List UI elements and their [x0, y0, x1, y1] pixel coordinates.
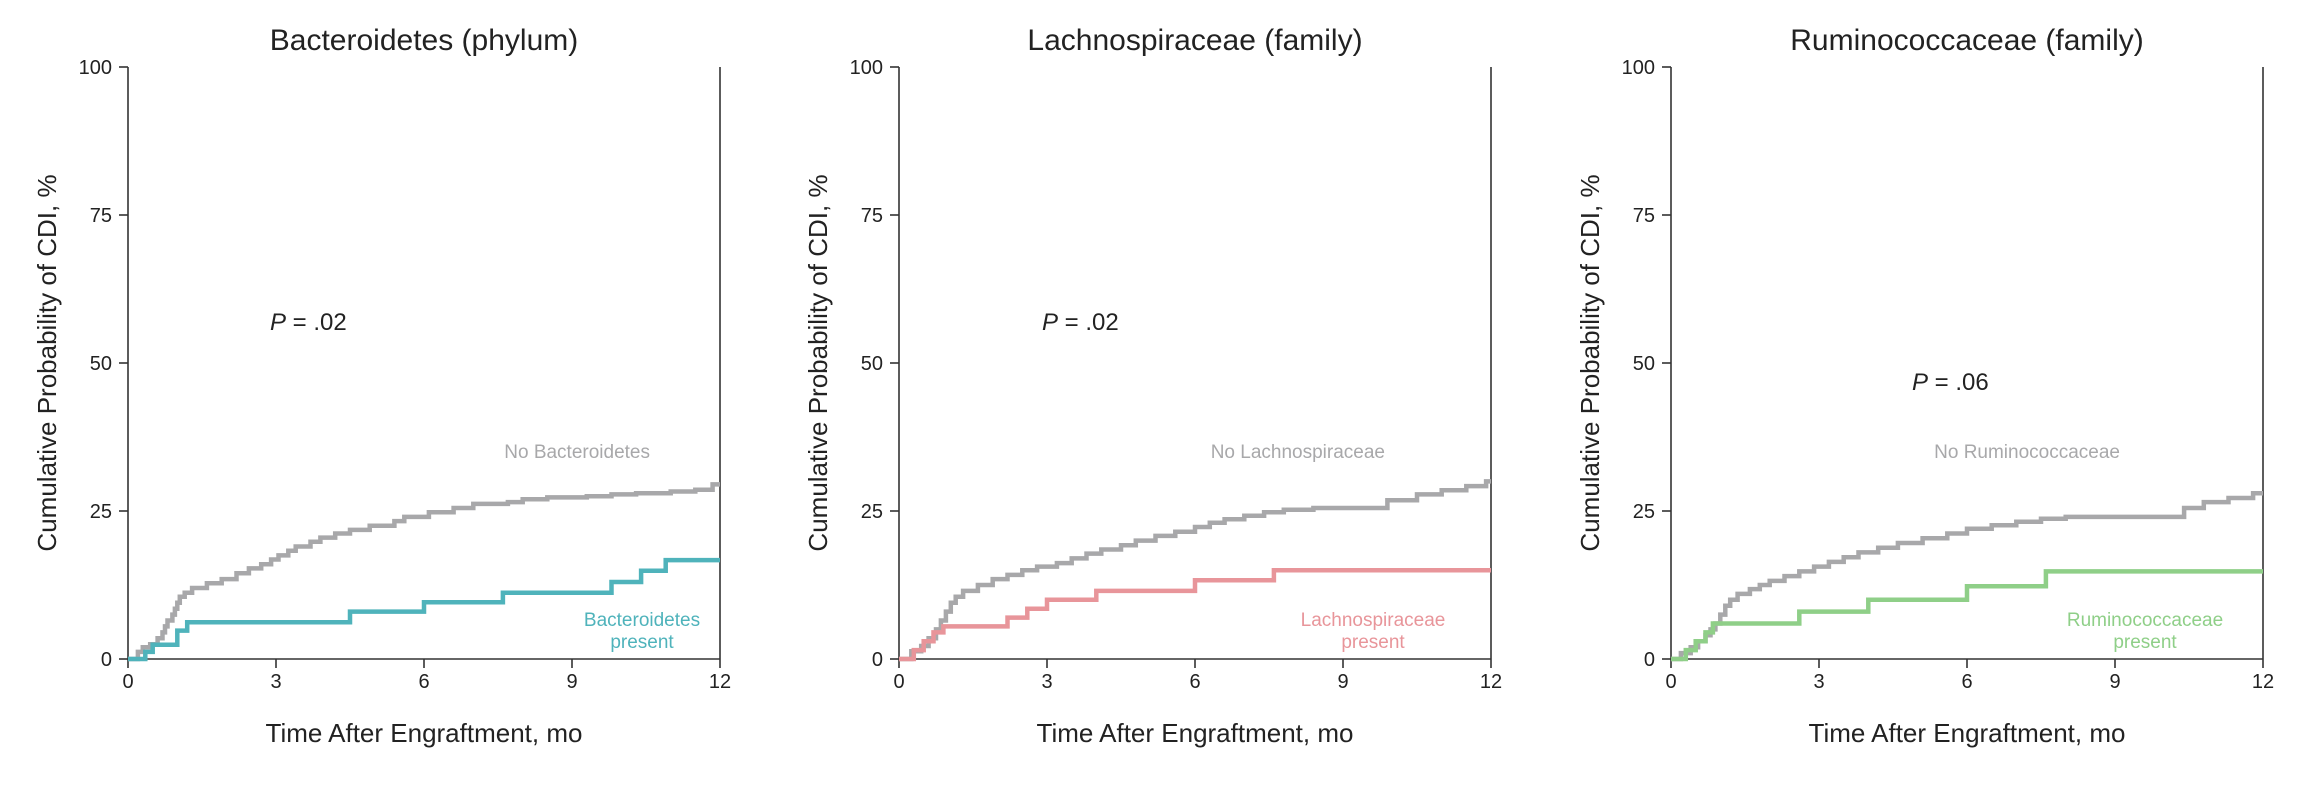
- x-tick-label: 12: [709, 671, 731, 693]
- y-tick-label: 100: [1622, 57, 1655, 79]
- y-tick-label: 0: [101, 649, 112, 671]
- p-value-annotation: P = .02: [1042, 309, 1119, 336]
- y-tick-label: 25: [90, 501, 112, 523]
- series-line-present: [1671, 569, 2263, 662]
- y-axis-label: Cumulative Probability of CDI, %: [1575, 174, 1605, 551]
- x-axis-label: Time After Engraftment, mo: [1809, 718, 2126, 748]
- y-tick-label: 100: [79, 57, 112, 79]
- y-tick-label: 75: [1633, 205, 1655, 227]
- series-label-present: present: [2113, 632, 2177, 653]
- p-value-annotation: P = .06: [1912, 369, 1989, 396]
- x-tick-label: 0: [893, 671, 904, 693]
- series-line-absent: [128, 482, 720, 662]
- x-tick-label: 0: [1665, 671, 1676, 693]
- x-tick-label: 0: [122, 671, 133, 693]
- series-label-present: Lachnospiraceae: [1301, 610, 1446, 631]
- chart-title: Bacteroidetes (phylum): [270, 24, 578, 57]
- y-tick-label: 25: [861, 501, 883, 523]
- series-line-absent: [899, 479, 1491, 662]
- y-tick-label: 100: [850, 57, 883, 79]
- series-label-absent: No Bacteroidetes: [504, 442, 650, 463]
- y-tick-label: 50: [861, 353, 883, 375]
- x-tick-label: 9: [2109, 671, 2120, 693]
- series-label-absent: No Lachnospiraceae: [1211, 442, 1385, 463]
- series-label-present: Ruminococcaceae: [2067, 610, 2223, 631]
- x-tick-label: 3: [1041, 671, 1052, 693]
- y-tick-label: 25: [1633, 501, 1655, 523]
- y-tick-label: 50: [1633, 353, 1655, 375]
- series-label-absent: No Ruminococcaceae: [1934, 442, 2120, 463]
- series-line-present: [899, 567, 1491, 662]
- chart-panel-2: Lachnospiraceae (family) 0 25 50 75 100 0 3 6 9 12…: [803, 24, 1502, 748]
- x-tick-label: 3: [270, 671, 281, 693]
- x-tick-label: 9: [566, 671, 577, 693]
- y-axis-label: Cumulative Probability of CDI, %: [32, 174, 62, 551]
- x-tick-label: 6: [418, 671, 429, 693]
- x-axis-label: Time After Engraftment, mo: [1037, 718, 1354, 748]
- x-tick-label: 9: [1337, 671, 1348, 693]
- x-tick-label: 12: [2252, 671, 2274, 693]
- series-label-present: present: [1341, 632, 1405, 653]
- x-tick-label: 3: [1813, 671, 1824, 693]
- y-tick-label: 0: [1644, 649, 1655, 671]
- y-tick-label: 50: [90, 353, 112, 375]
- x-tick-label: 6: [1189, 671, 1200, 693]
- series-line-present: [128, 557, 720, 662]
- y-tick-label: 75: [861, 205, 883, 227]
- x-tick-label: 6: [1961, 671, 1972, 693]
- y-axis-label: Cumulative Probability of CDI, %: [803, 174, 833, 551]
- series-label-present: Bacteroidetes: [584, 610, 700, 631]
- p-value-annotation: P = .02: [270, 309, 347, 336]
- y-tick-label: 0: [872, 649, 883, 671]
- x-tick-label: 12: [1480, 671, 1502, 693]
- series-label-present: present: [610, 632, 674, 653]
- y-tick-label: 75: [90, 205, 112, 227]
- chart-title: Ruminococcaceae (family): [1790, 24, 2143, 57]
- chart-panel-1: Bacteroidetes (phylum) 0 25 50 75 100 0 3 6 9 12 Ti…: [32, 24, 731, 748]
- series-line-absent: [1671, 490, 2263, 662]
- x-axis-label: Time After Engraftment, mo: [266, 718, 583, 748]
- chart-panel-3: Ruminococcaceae (family) 0 25 50 75 100 0 3 6 9 12…: [1575, 24, 2274, 748]
- chart-title: Lachnospiraceae (family): [1027, 24, 1362, 57]
